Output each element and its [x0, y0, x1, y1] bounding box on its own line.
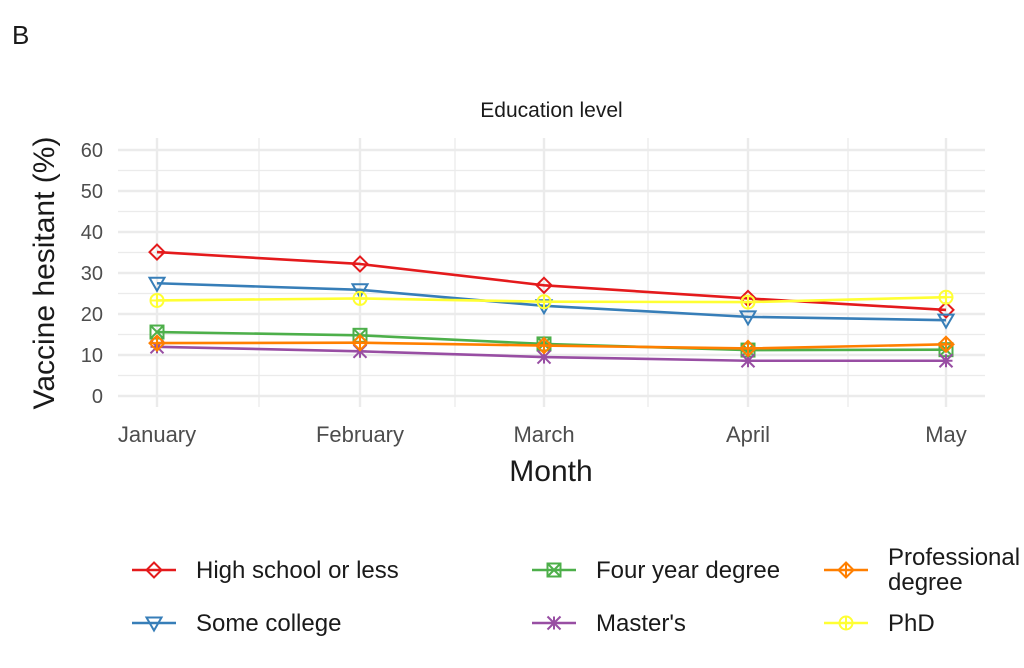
x-axis-title: Month [509, 455, 592, 488]
legend-label: Professional degree [888, 544, 1021, 596]
x-tick-label: January [118, 422, 196, 447]
y-axis-title: Vaccine hesitant (%) [28, 137, 61, 410]
legend-label: Some college [196, 609, 342, 637]
y-axis-ticks: 0 10 20 30 40 50 60 [81, 140, 103, 408]
gridlines [118, 138, 985, 407]
series-phd [149, 289, 954, 310]
square-cross-marker-icon [532, 562, 576, 578]
chart-title: Education level [480, 99, 623, 122]
legend-label: PhD [888, 609, 935, 637]
y-tick-label: 50 [81, 181, 103, 203]
series-four-year-degree [149, 324, 954, 358]
y-tick-label: 30 [81, 263, 103, 285]
legend-item: Master's [530, 608, 686, 638]
y-tick-label: 0 [92, 386, 103, 408]
x-tick-label: April [726, 422, 770, 447]
diamond-marker-icon [132, 561, 176, 579]
x-axis-ticks: January February March April May [118, 422, 967, 447]
data-series [147, 243, 956, 368]
y-tick-label: 20 [81, 304, 103, 326]
legend-item: Professional degree [822, 543, 1020, 597]
triangle-down-marker-icon [132, 616, 176, 633]
y-tick-label: 10 [81, 345, 103, 367]
legend-label: Master's [596, 609, 686, 637]
y-tick-label: 60 [81, 140, 103, 162]
legend-item: PhD [822, 608, 935, 638]
y-tick-label: 40 [81, 222, 103, 244]
legend: High school or less Some college Four year… [130, 540, 1020, 650]
x-tick-label: February [316, 422, 404, 447]
circle-plus-marker-icon [824, 615, 868, 631]
diamond-plus-marker-icon [824, 561, 868, 579]
x-tick-label: March [513, 422, 574, 447]
panel-label: B [12, 20, 30, 50]
series-high-school-or-less [148, 243, 955, 319]
asterisk-marker-icon [532, 615, 576, 631]
x-tick-label: May [925, 422, 967, 447]
legend-label: Four year degree [596, 556, 781, 584]
legend-item: Four year degree [530, 555, 780, 585]
series-professional-degree [148, 333, 955, 358]
legend-item: Some college [130, 608, 341, 638]
legend-label: High school or less [196, 556, 399, 584]
legend-item: High school or less [130, 555, 399, 585]
